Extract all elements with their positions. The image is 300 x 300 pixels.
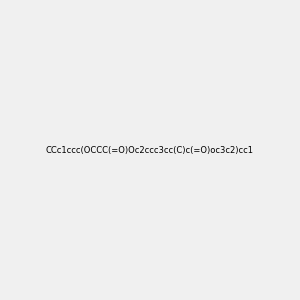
Text: CCc1ccc(OCCC(=O)Oc2ccc3cc(C)c(=O)oc3c2)cc1: CCc1ccc(OCCC(=O)Oc2ccc3cc(C)c(=O)oc3c2)c… — [46, 146, 254, 154]
